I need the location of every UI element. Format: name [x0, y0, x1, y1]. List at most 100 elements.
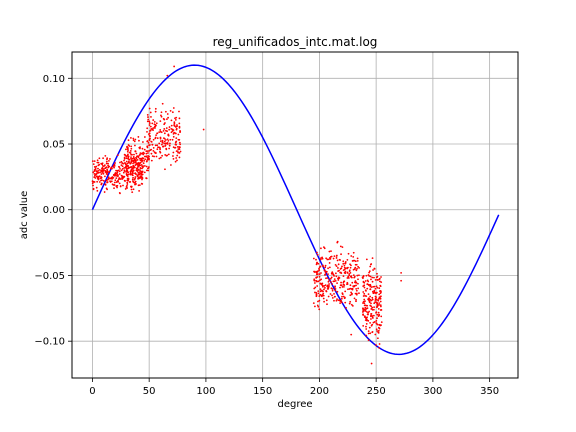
scatter-point — [349, 300, 352, 303]
scatter-point — [120, 164, 123, 167]
scatter-point — [334, 289, 337, 292]
scatter-point — [147, 116, 149, 118]
scatter-point — [368, 271, 370, 274]
y-tick-label: 0.10 — [43, 74, 65, 85]
scatter-point — [348, 269, 351, 272]
scatter-point — [365, 304, 368, 307]
scatter-point — [127, 173, 130, 176]
scatter-point — [400, 271, 403, 274]
scatter-point — [324, 273, 327, 276]
scatter-point — [368, 270, 371, 273]
scatter-point — [170, 164, 172, 166]
scatter-point — [126, 181, 129, 184]
scatter-point — [323, 288, 325, 291]
scatter-point — [127, 167, 130, 170]
scatter-point — [341, 265, 343, 268]
scatter-point — [115, 177, 118, 180]
scatter-point — [375, 328, 378, 331]
scatter-point — [335, 255, 338, 257]
x-tick-label: 350 — [480, 386, 499, 397]
scatter-point — [149, 125, 152, 128]
scatter-point — [140, 157, 142, 160]
scatter-point — [344, 296, 346, 299]
scatter-point — [322, 297, 325, 300]
scatter-point — [114, 162, 116, 164]
scatter-point — [134, 150, 137, 153]
scatter-point — [380, 315, 383, 318]
scatter-point — [326, 277, 329, 279]
scatter-point — [328, 262, 331, 264]
scatter-point — [331, 294, 333, 297]
scatter-point — [148, 150, 150, 152]
scatter-point — [167, 116, 170, 119]
scatter-point — [340, 253, 342, 256]
scatter-point — [355, 289, 358, 292]
scatter-point — [148, 155, 150, 158]
scatter-point — [349, 266, 352, 269]
scatter-point — [144, 158, 147, 161]
scatter-point — [376, 330, 379, 332]
scatter-point — [344, 261, 347, 263]
scatter-point — [148, 134, 151, 137]
scatter-point — [96, 189, 99, 192]
scatter-point — [330, 250, 332, 253]
scatter-point — [363, 298, 366, 301]
scatter-point — [376, 278, 379, 281]
scatter-point — [161, 102, 164, 105]
scatter-point — [118, 173, 121, 175]
scatter-point — [338, 258, 341, 261]
scatter-point — [315, 294, 318, 297]
scatter-point — [348, 288, 351, 290]
scatter-point — [351, 292, 353, 295]
scatter-point — [130, 156, 132, 158]
scatter-point — [367, 298, 370, 301]
scatter-point — [136, 174, 139, 177]
scatter-point — [369, 265, 372, 268]
scatter-point — [336, 282, 338, 285]
scatter-point — [345, 307, 348, 309]
scatter-point — [356, 274, 359, 277]
x-tick-label: 100 — [196, 386, 215, 397]
scatter-point — [325, 257, 328, 260]
scatter-point — [168, 147, 171, 150]
scatter-point — [379, 292, 382, 295]
scatter-point — [355, 300, 357, 303]
scatter-point — [177, 151, 180, 154]
scatter-point — [130, 166, 133, 168]
scatter-point — [166, 143, 169, 145]
scatter-point — [95, 165, 98, 168]
scatter-point — [140, 152, 143, 155]
scatter-point — [330, 276, 333, 279]
scatter-point — [159, 130, 162, 133]
scatter-point — [130, 160, 133, 163]
scatter-point — [130, 147, 133, 150]
scatter-point — [348, 302, 351, 305]
scatter-point — [145, 165, 148, 168]
scatter-point — [337, 267, 339, 269]
scatter-point — [324, 286, 326, 289]
scatter-point — [123, 153, 126, 156]
scatter-point — [313, 270, 315, 273]
scatter-point — [320, 283, 323, 286]
scatter-point — [121, 165, 124, 168]
scatter-point — [148, 107, 151, 110]
scatter-point — [155, 152, 157, 154]
scatter-point — [372, 285, 375, 288]
scatter-point — [336, 259, 339, 262]
scatter-point — [175, 137, 178, 140]
scatter-point — [151, 122, 154, 125]
scatter-point — [130, 170, 133, 172]
scatter-point — [316, 253, 319, 256]
scatter-point — [319, 279, 321, 282]
scatter-point — [98, 163, 101, 166]
scatter-point — [347, 275, 350, 278]
scatter-point — [333, 299, 335, 302]
scatter-point — [324, 266, 327, 269]
scatter-point — [152, 149, 155, 152]
scatter-point — [322, 292, 325, 295]
scatter-point — [159, 129, 162, 131]
scatter-point — [119, 161, 121, 164]
scatter-point — [105, 162, 108, 165]
scatter-point — [329, 258, 332, 260]
scatter-point — [164, 110, 167, 113]
